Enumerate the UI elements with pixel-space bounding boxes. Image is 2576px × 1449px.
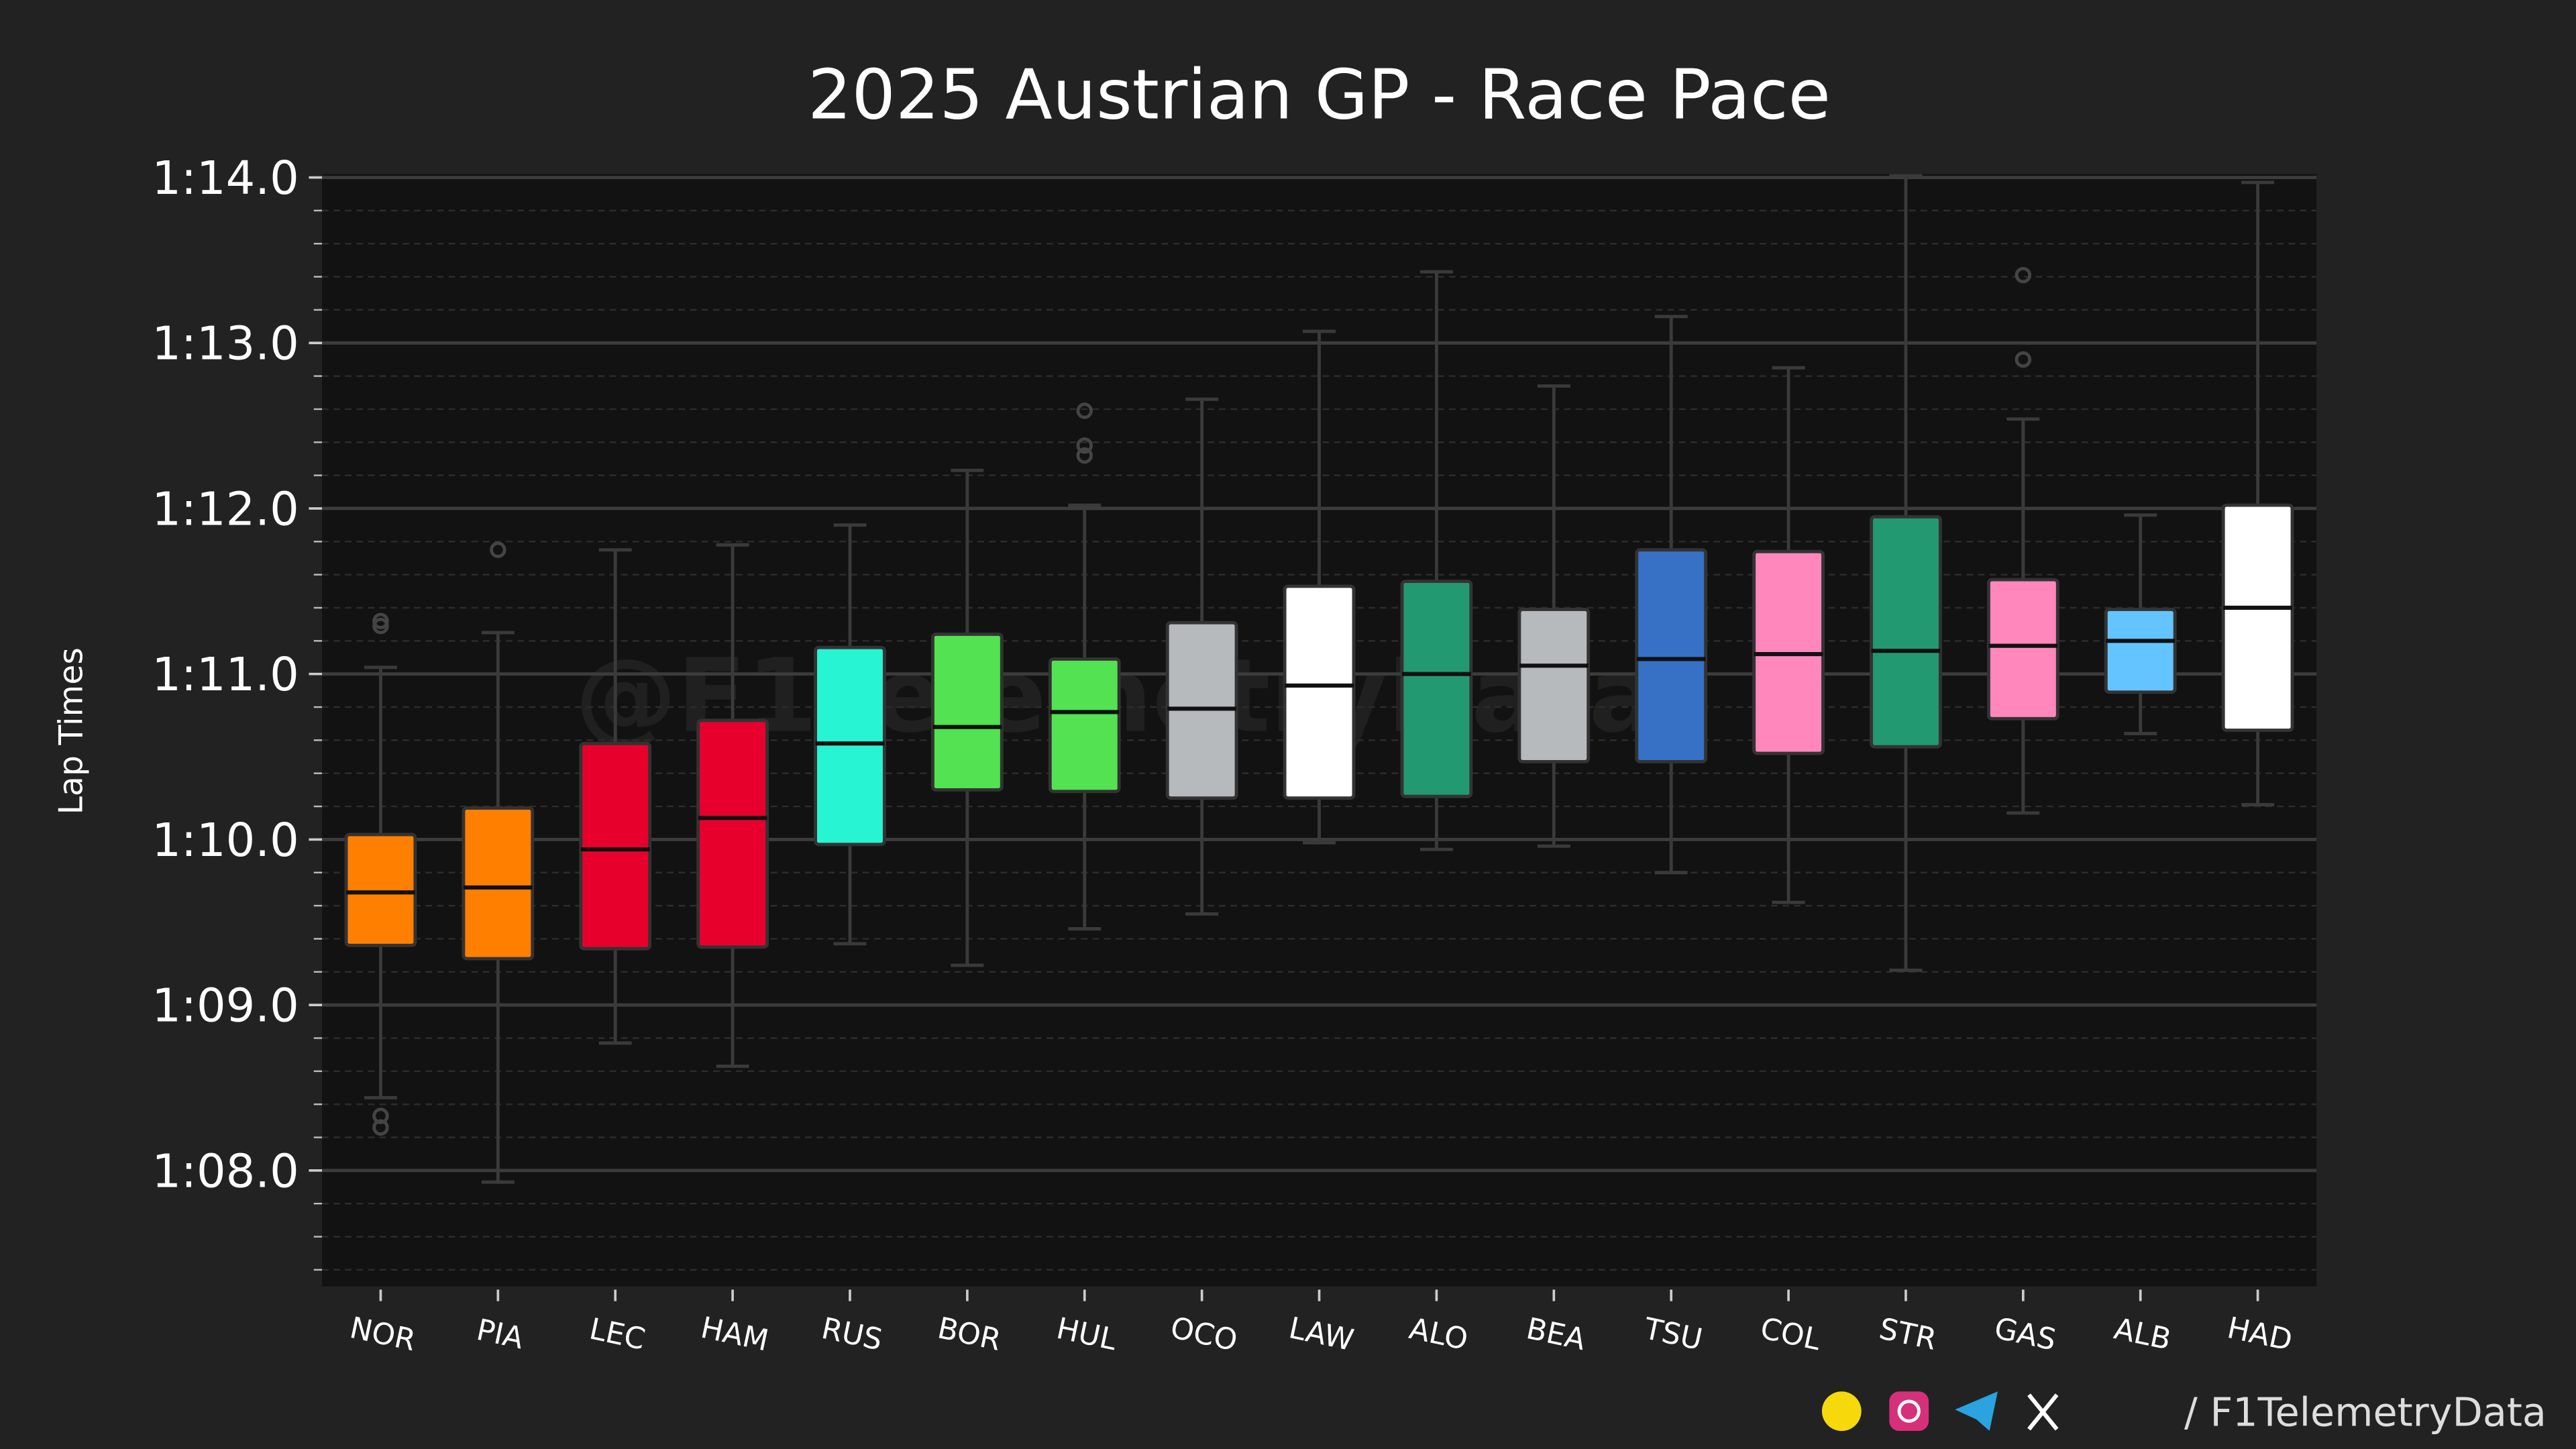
y-tick-label: 1:14.0	[152, 152, 299, 205]
y-tick-label: 1:11.0	[152, 648, 299, 702]
box	[1870, 515, 1942, 749]
y-tick-label: 1:12.0	[152, 482, 299, 536]
box	[1517, 608, 1591, 763]
chart-title: 2025 Austrian GP - Race Pace	[808, 55, 1831, 135]
y-tick-label: 1:08.0	[152, 1144, 299, 1198]
box	[1986, 578, 2059, 720]
box	[462, 806, 535, 961]
outlier	[372, 1119, 389, 1136]
box	[579, 741, 652, 951]
box	[696, 718, 769, 949]
outlier	[2015, 351, 2032, 368]
outlier	[1076, 402, 1093, 419]
box	[2221, 503, 2294, 733]
outlier	[372, 617, 389, 635]
box	[1283, 584, 1356, 800]
outlier	[490, 541, 506, 558]
box	[1048, 657, 1121, 794]
outlier	[1076, 437, 1093, 454]
box	[2104, 608, 2177, 694]
box	[1635, 548, 1708, 763]
box	[930, 633, 1004, 792]
outlier	[2015, 266, 2032, 284]
outlier	[372, 612, 389, 629]
social-icons	[1821, 1391, 2059, 1432]
box	[1400, 580, 1473, 798]
y-axis-label: Lap Times	[52, 647, 90, 814]
y-tick-label: 1:13.0	[152, 317, 299, 371]
y-tick-label: 1:09.0	[152, 979, 299, 1033]
y-tick-label: 1:10.0	[152, 814, 299, 867]
outlier	[1076, 447, 1093, 464]
box	[814, 645, 886, 847]
box	[344, 833, 417, 947]
footer-handle: / F1TelemetryData	[2184, 1389, 2546, 1436]
